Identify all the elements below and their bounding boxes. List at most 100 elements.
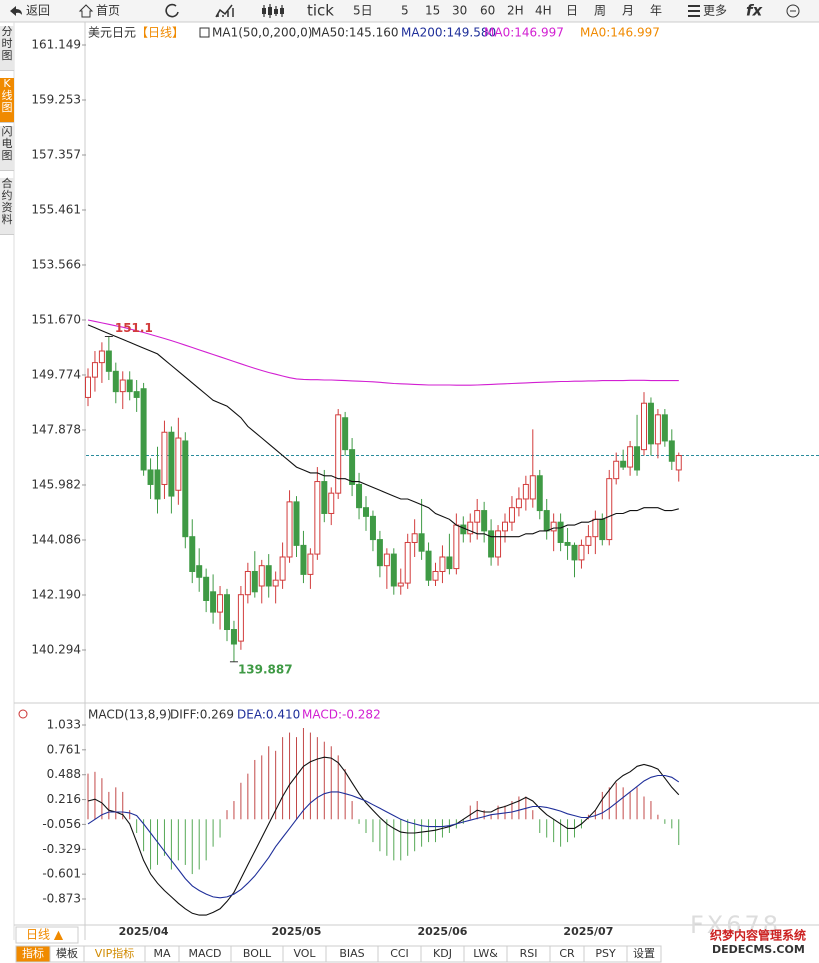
bottom-tab[interactable]: MA [153, 947, 170, 960]
candle-body [647, 402, 654, 445]
candle-body [335, 414, 342, 494]
side-tab[interactable]: 分时图 [0, 26, 14, 71]
period-button-box[interactable] [15, 926, 79, 944]
candle-body [404, 541, 411, 584]
home-button[interactable]: 首页 [96, 4, 120, 18]
legend-ma-set: MA1(50,0,200,0) [212, 26, 312, 40]
candle-body [675, 455, 682, 471]
candle-body [543, 510, 550, 532]
candle-body [529, 475, 536, 500]
bottom-tab[interactable]: CR [559, 947, 575, 960]
candle-body [376, 539, 383, 567]
zoom-out-button[interactable] [786, 4, 800, 18]
bottom-tab[interactable]: 指标 [22, 946, 44, 960]
bottom-tab[interactable]: MACD [189, 947, 222, 960]
candle-body [314, 481, 321, 555]
candle-body [411, 533, 418, 543]
candle-icon [268, 7, 272, 15]
candle-body [237, 594, 244, 642]
more-button[interactable]: 更多 [703, 4, 727, 18]
period-button[interactable]: 年 [650, 4, 662, 18]
low-label: 139.887 [238, 662, 293, 676]
bottom-tab[interactable]: 模板 [56, 946, 78, 960]
candle-body [217, 594, 224, 613]
candle-body [439, 556, 446, 572]
y-tick-label: -0.873 [42, 891, 81, 905]
candle-body [126, 379, 133, 393]
period-button[interactable]: 月 [622, 4, 634, 18]
bottom-tab[interactable]: RSI [520, 947, 538, 960]
bottom-tab-box[interactable] [626, 945, 662, 963]
bottom-tab[interactable]: VIP指标 [95, 946, 134, 960]
period-button[interactable]: 15 [425, 4, 440, 18]
period-button[interactable]: 日 [566, 4, 578, 18]
candle-body [105, 350, 112, 372]
bottom-tab[interactable]: CCI [390, 947, 409, 960]
candle-body [620, 460, 627, 468]
macd-legend-macd: MACD:-0.282 [302, 708, 381, 722]
side-tab[interactable]: 合约资料 [0, 178, 14, 235]
candle-body [446, 556, 453, 570]
y-tick-label: 144.086 [31, 532, 81, 546]
bottom-tab[interactable]: LW& [473, 947, 498, 960]
candle-body [356, 483, 363, 509]
candle-body [286, 501, 293, 558]
candle-body [418, 533, 425, 552]
line-chart-button[interactable] [215, 4, 234, 18]
high-label: 151.1 [115, 321, 153, 335]
candle-body [564, 541, 571, 546]
candle-body [488, 530, 495, 558]
settings-icon[interactable] [18, 709, 28, 719]
candle-body [349, 449, 356, 485]
y-tick-label: 140.294 [31, 642, 81, 656]
period-button[interactable]: 2H [507, 4, 524, 18]
period-button[interactable]: 5 [401, 4, 409, 18]
candle-body [634, 446, 641, 471]
candle-icon [280, 8, 284, 14]
y-tick-label: 157.357 [31, 148, 81, 162]
fx-button[interactable]: fx [746, 2, 764, 20]
candle-body [189, 536, 196, 572]
candle-body [168, 431, 175, 497]
refresh-button[interactable] [165, 3, 179, 18]
candle-body [140, 388, 147, 471]
side-tab[interactable]: 闪电图 [0, 126, 14, 171]
candle-body [369, 515, 376, 541]
y-tick-label: -0.329 [42, 842, 81, 856]
bottom-tab[interactable]: BOLL [243, 947, 272, 960]
bottom-tab[interactable]: BIAS [339, 947, 364, 960]
candle-body [265, 565, 272, 587]
home-icon[interactable] [78, 4, 94, 18]
period-button[interactable]: 日线 ▲ [26, 928, 64, 942]
candle-body [85, 376, 91, 398]
period-button[interactable]: 30 [452, 4, 467, 18]
period-button[interactable]: 周 [594, 4, 606, 18]
candle-body [571, 544, 578, 561]
tick-button[interactable]: tick [307, 2, 334, 20]
legend-ma200-dea: MA200:149.580 [401, 26, 496, 40]
bottom-tab[interactable]: VOL [293, 947, 316, 960]
period-button[interactable]: 60 [480, 4, 495, 18]
bottom-tab[interactable]: PSY [595, 947, 616, 960]
candle-body [661, 414, 668, 442]
candle-body [133, 391, 140, 398]
x-tick-label: 2025/07 [563, 925, 613, 938]
back-button[interactable]: 返回 [26, 4, 50, 18]
candle-body [342, 417, 349, 451]
period-button[interactable]: 5日 [353, 4, 373, 18]
candle-body [550, 521, 557, 532]
candle-body [474, 510, 481, 523]
y-tick-label: 1.033 [47, 717, 81, 731]
candle-body [508, 507, 515, 523]
period-button[interactable]: 4H [535, 4, 552, 18]
candle-body [453, 524, 460, 570]
bottom-tab[interactable]: KDJ [433, 947, 452, 960]
menu-icon[interactable] [688, 5, 700, 17]
y-tick-label: 0.761 [47, 742, 81, 756]
back-icon[interactable] [10, 6, 22, 16]
bottom-tab[interactable]: 设置 [633, 947, 655, 960]
side-tab[interactable]: K线图 [0, 78, 14, 123]
candle-body [502, 521, 508, 532]
